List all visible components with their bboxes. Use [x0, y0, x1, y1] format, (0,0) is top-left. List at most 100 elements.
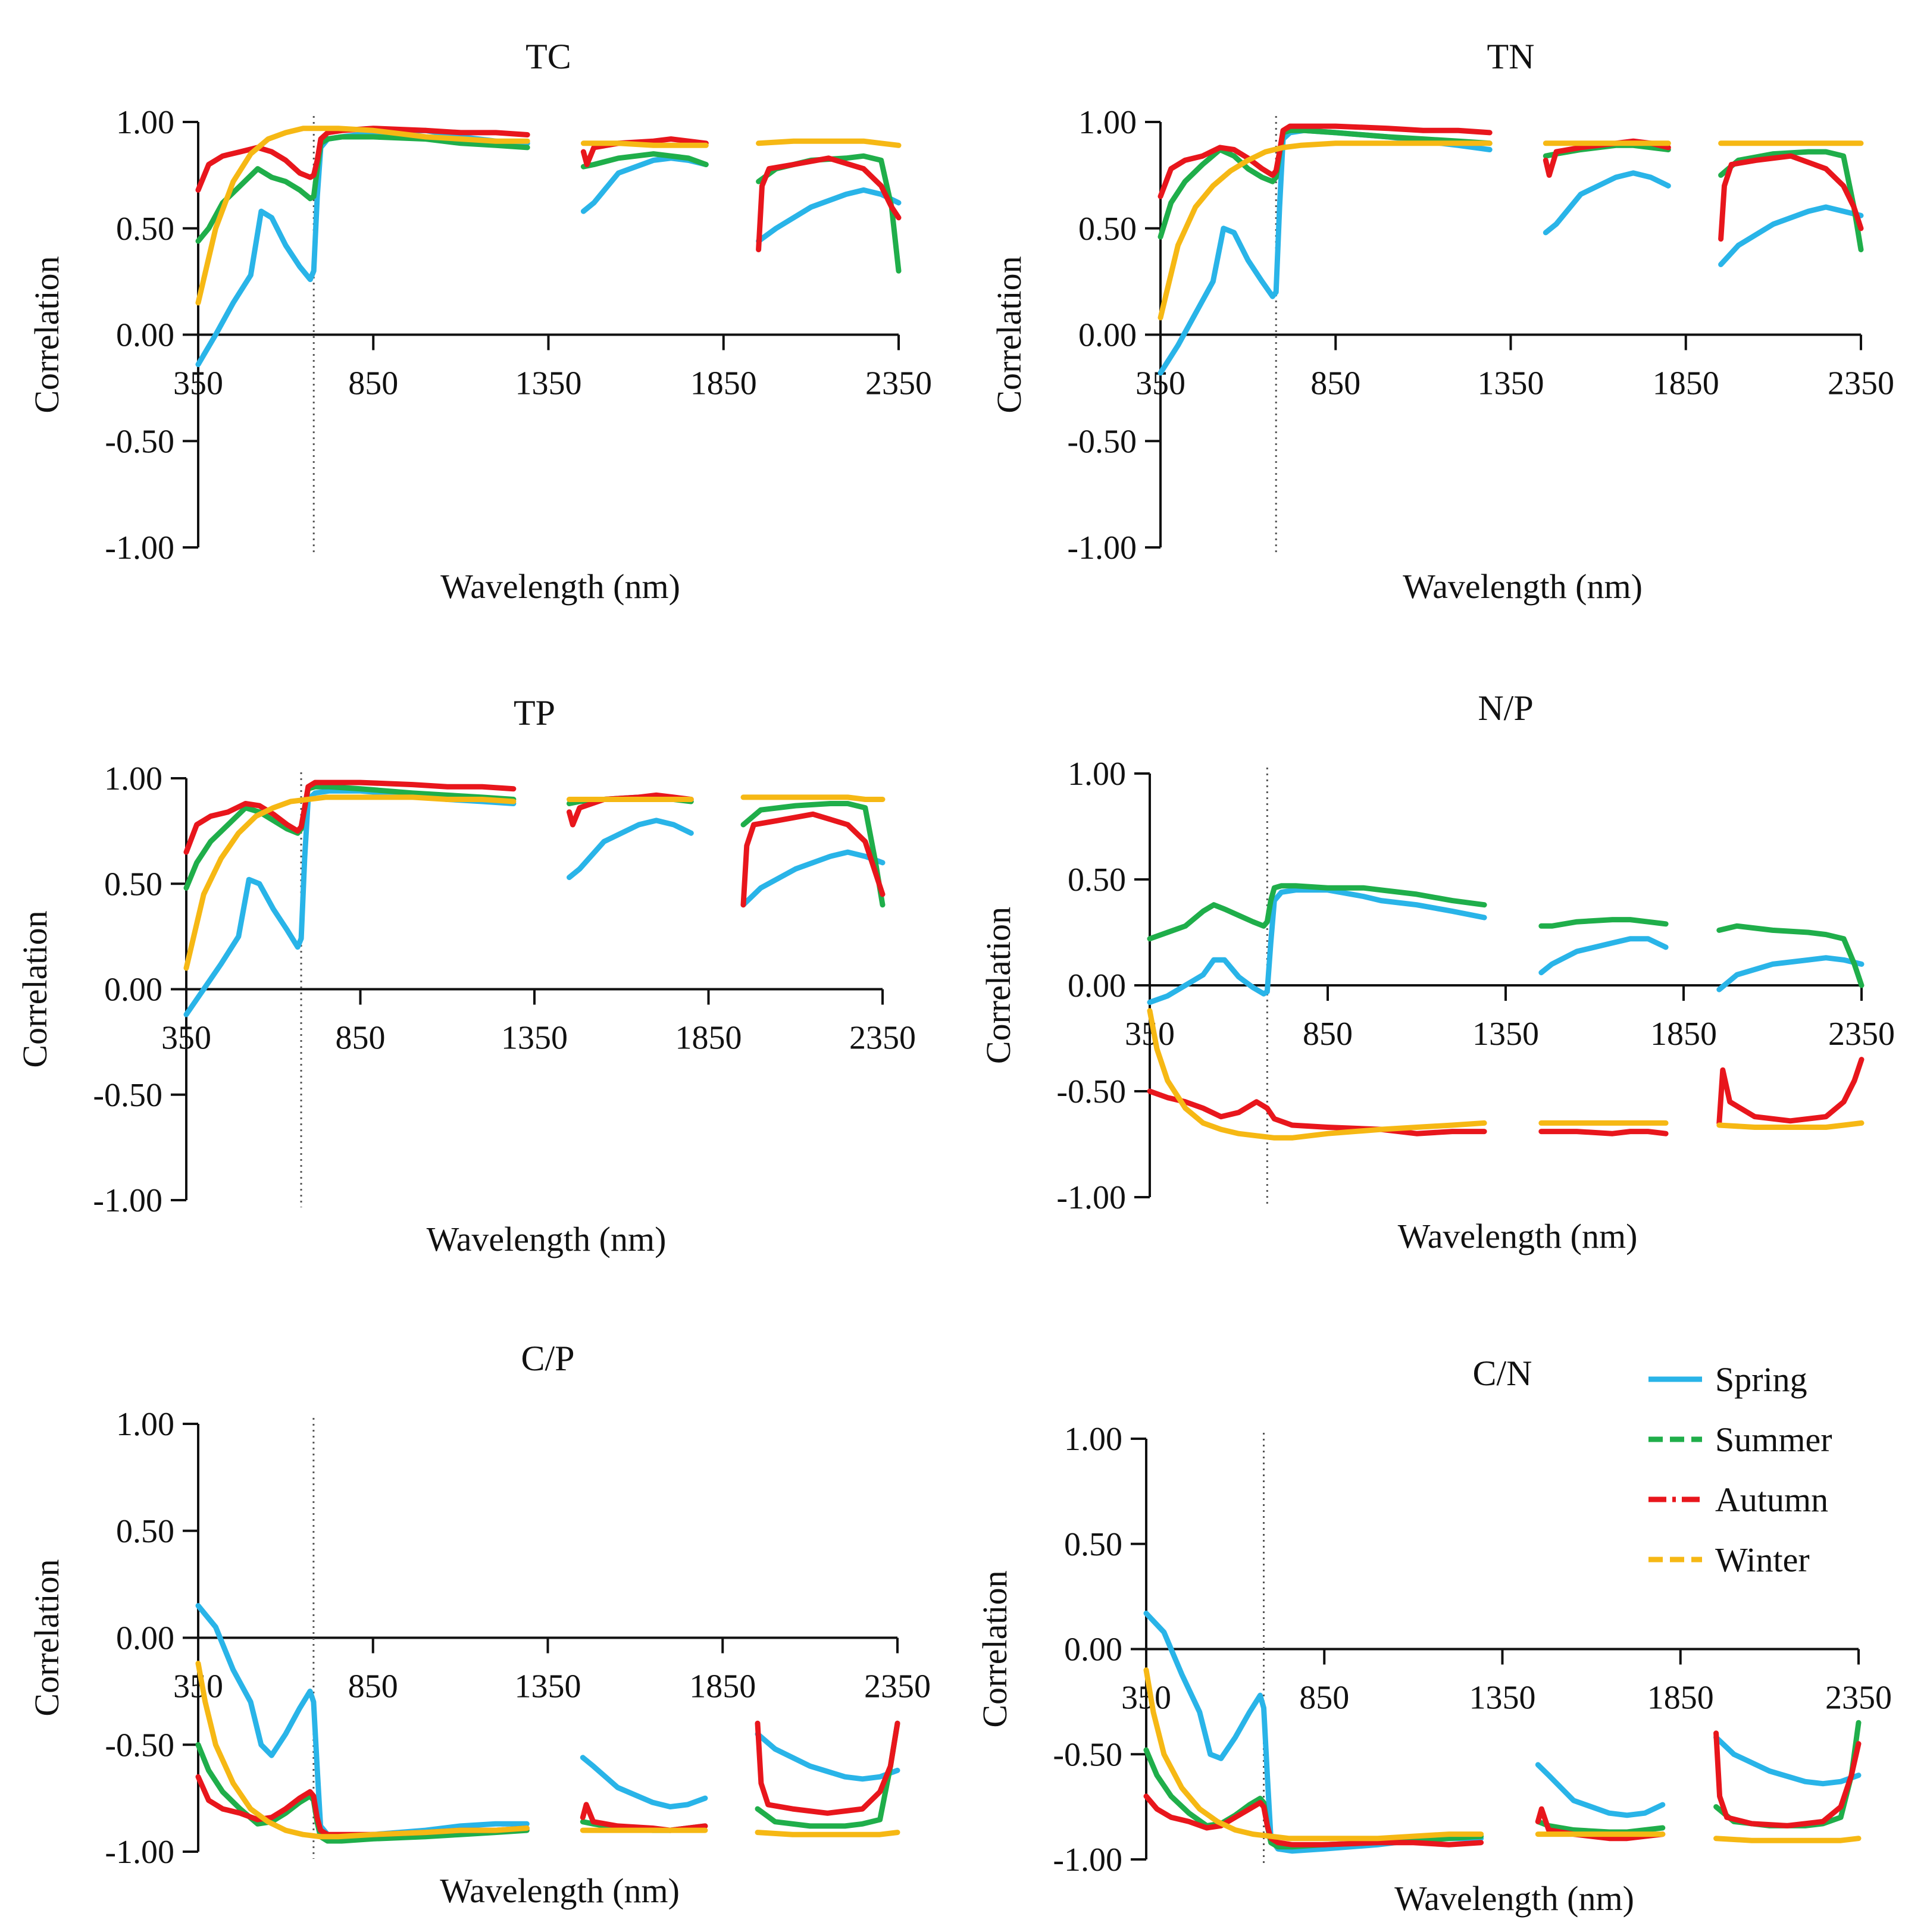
series-line-summer: [1158, 127, 1493, 240]
series-line-spring: [1543, 170, 1671, 236]
chart-title: C/N: [1472, 1354, 1532, 1393]
series-line-autumn: [183, 779, 517, 855]
y-tick-label: 0.50: [116, 211, 174, 248]
y-tick-label: -1.00: [1056, 1179, 1126, 1216]
series-line-autumn: [1147, 1088, 1487, 1136]
x-tick-label: 350: [161, 1020, 211, 1057]
x-tick-label: 1350: [1469, 1680, 1536, 1717]
x-tick-label: 1850: [675, 1020, 742, 1057]
y-tick-label: -0.50: [105, 423, 174, 460]
y-tick-label: 0.50: [1078, 211, 1137, 248]
y-axis-label: Correlation: [979, 907, 1018, 1064]
series-line-spring: [1718, 204, 1864, 267]
chart-title: TP: [514, 693, 555, 732]
y-tick-label: 0.50: [1064, 1526, 1122, 1563]
y-tick-label: -1.00: [1053, 1842, 1122, 1878]
x-axis-label: Wavelength (nm): [1403, 567, 1643, 606]
y-tick-label: 0.00: [1078, 317, 1137, 354]
y-tick-label: 1.00: [1064, 1421, 1122, 1458]
x-tick-label: 850: [1303, 1016, 1353, 1053]
series-line-spring: [183, 788, 517, 1017]
x-tick-label: 1350: [501, 1020, 568, 1057]
series-line-autumn: [1713, 1730, 1862, 1828]
x-tick-label: 850: [1310, 365, 1360, 402]
y-tick-label: 1.00: [104, 760, 162, 797]
y-tick-label: -0.50: [1067, 423, 1137, 460]
y-axis-label: Correlation: [990, 256, 1028, 413]
x-tick-label: 2350: [864, 1668, 931, 1705]
y-tick-label: -0.50: [105, 1727, 174, 1764]
y-axis-label: Correlation: [27, 1559, 66, 1716]
series-line-autumn: [1143, 1793, 1484, 1848]
series-line-winter: [195, 1661, 530, 1840]
y-tick-label: 0.00: [1068, 967, 1126, 1004]
legend-label-spring: Spring: [1715, 1360, 1807, 1399]
chart-title: TN: [1487, 37, 1535, 76]
series-line-spring: [567, 818, 694, 881]
y-tick-label: 0.50: [116, 1513, 174, 1550]
series-line-spring: [1147, 887, 1487, 1005]
series-line-winter: [183, 794, 517, 971]
x-tick-label: 850: [348, 1668, 398, 1705]
y-tick-label: 1.00: [116, 1406, 174, 1443]
series-line-summer: [756, 153, 902, 274]
y-tick-label: -0.50: [1053, 1736, 1122, 1773]
y-axis-label: Correlation: [975, 1570, 1014, 1727]
series-line-summer: [1147, 883, 1487, 942]
series-line-autumn: [1718, 153, 1864, 242]
series-line-autumn: [755, 1720, 900, 1816]
series-line-autumn: [740, 811, 886, 908]
x-tick-label: 1350: [515, 1668, 581, 1705]
y-tick-label: -0.50: [1056, 1073, 1126, 1110]
series-line-winter: [755, 1830, 900, 1837]
series-line-autumn: [756, 155, 902, 252]
x-axis-label: Wavelength (nm): [427, 1220, 667, 1258]
x-axis-label: Wavelength (nm): [1394, 1879, 1634, 1918]
series-line-summer: [740, 801, 886, 908]
series-line-winter: [1716, 1120, 1865, 1130]
series-line-winter: [756, 138, 902, 148]
y-tick-label: -1.00: [105, 1834, 174, 1871]
y-tick-label: 1.00: [116, 104, 174, 141]
series-line-spring: [755, 1731, 900, 1782]
x-tick-label: 850: [348, 365, 398, 402]
series-line-winter: [740, 794, 886, 802]
x-tick-label: 350: [173, 365, 223, 402]
series-line-winter: [1158, 140, 1493, 321]
x-tick-label: 2350: [849, 1020, 916, 1057]
y-axis-label: Correlation: [27, 256, 66, 413]
series-line-summer: [1143, 1747, 1484, 1850]
x-tick-label: 1850: [690, 365, 757, 402]
series-line-spring: [756, 187, 902, 244]
legend: Spring Summer Autumn Winter: [1648, 1360, 1832, 1579]
chart-title: N/P: [1478, 688, 1533, 728]
x-axis-label: Wavelength (nm): [440, 567, 680, 606]
panel-tp: TP 1.00 0.50 0.00 -0.50 -1.00 350 850 1350 1850 23…: [15, 693, 916, 1258]
chart-title: C/P: [521, 1339, 574, 1378]
x-tick-label: 1350: [1472, 1016, 1539, 1053]
x-tick-label: 2350: [1828, 365, 1894, 402]
series-line-winter: [1713, 1836, 1862, 1843]
y-tick-label: -0.50: [93, 1077, 162, 1114]
series-line-spring: [1535, 1762, 1666, 1818]
series-line-spring: [1538, 936, 1669, 976]
legend-label-summer: Summer: [1715, 1420, 1832, 1459]
series-line-summer: [1716, 923, 1865, 988]
series-line-spring: [740, 849, 886, 908]
y-tick-label: -1.00: [1067, 530, 1137, 566]
series-line-spring: [580, 155, 709, 214]
series-line-summer: [1718, 149, 1864, 252]
x-tick-label: 2350: [1825, 1680, 1892, 1717]
series-line-winter: [195, 126, 530, 306]
x-tick-label: 1850: [689, 1668, 756, 1705]
y-tick-label: -1.00: [93, 1182, 162, 1219]
x-tick-label: 1850: [1650, 1016, 1717, 1053]
series-line-winter: [1143, 1667, 1484, 1842]
series-line-spring: [1158, 127, 1493, 376]
legend-label-winter: Winter: [1715, 1540, 1810, 1579]
x-axis-label: Wavelength (nm): [1398, 1217, 1638, 1255]
series-line-autumn: [195, 126, 530, 193]
